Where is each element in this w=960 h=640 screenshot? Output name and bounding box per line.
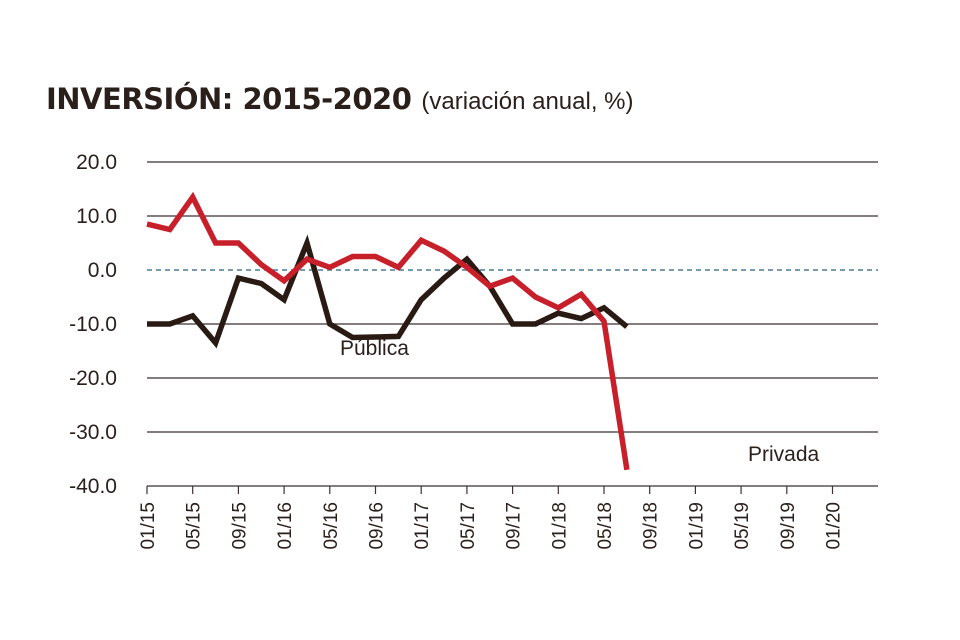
title-row: INVERSIÓN: 2015-2020 (variación anual, %) xyxy=(46,82,634,116)
x-tick-label: 09/16 xyxy=(367,502,388,550)
x-tick-label: 05/15 xyxy=(184,502,205,550)
x-tick-label: 09/17 xyxy=(504,502,525,550)
series-lines xyxy=(146,191,630,471)
annotation-publica: Pública xyxy=(340,337,409,360)
chart-title: INVERSIÓN: 2015-2020 xyxy=(46,82,412,116)
y-tick-label: 0.0 xyxy=(88,259,117,282)
x-axis-ticks: 01/15 05/15 09/15 01/16 05/16 09/16 01/17 05/17… xyxy=(138,486,845,550)
x-tick-label: 05/18 xyxy=(595,502,616,550)
chart-subtitle: (variación anual, %) xyxy=(421,88,634,115)
annotation-privada: Privada xyxy=(748,443,820,466)
x-tick-label: 09/15 xyxy=(229,502,250,550)
x-tick-label: 09/18 xyxy=(641,502,662,550)
x-tick-label: 01/16 xyxy=(275,502,296,550)
x-tick-label: 09/19 xyxy=(778,502,799,550)
y-tick-label: -10.0 xyxy=(69,313,117,336)
x-tick-label: 01/19 xyxy=(686,502,707,550)
y-tick-label: 20.0 xyxy=(76,151,117,174)
x-tick-label: 05/19 xyxy=(732,502,753,550)
y-tick-label: -20.0 xyxy=(69,367,117,390)
y-tick-label: -30.0 xyxy=(69,421,117,444)
x-tick-label: 05/17 xyxy=(458,502,479,550)
series-annotations: Pública Privada xyxy=(340,337,820,466)
series-line-publica xyxy=(147,234,629,349)
x-tick-label: 05/16 xyxy=(321,502,342,550)
series-line-privada xyxy=(146,191,630,471)
x-tick-label: 01/15 xyxy=(138,502,159,550)
x-tick-label: 01/20 xyxy=(824,502,845,550)
x-tick-label: 01/17 xyxy=(412,502,433,550)
y-tick-label: 10.0 xyxy=(76,205,117,228)
y-tick-label: -40.0 xyxy=(69,475,117,498)
x-tick-label: 01/18 xyxy=(549,502,570,550)
y-axis-ticks: 20.0 10.0 0.0 -10.0 -20.0 -30.0 -40.0 xyxy=(69,151,117,498)
